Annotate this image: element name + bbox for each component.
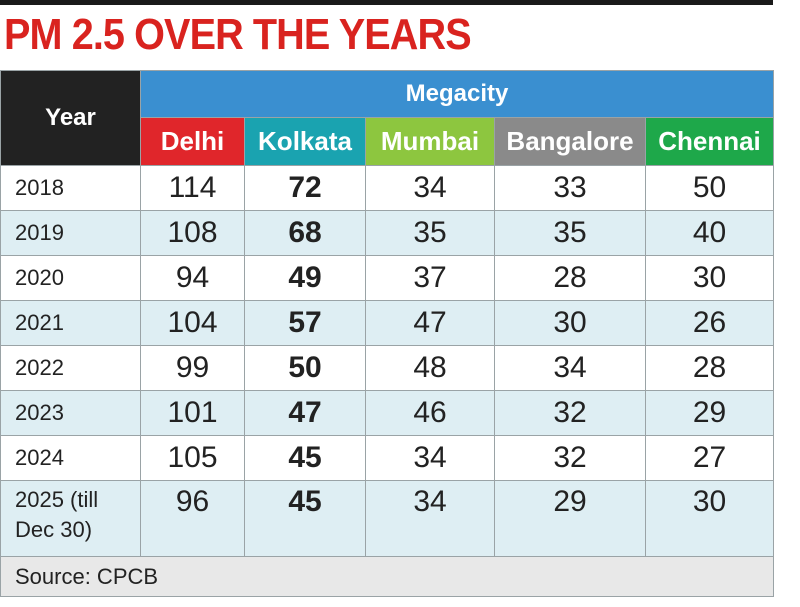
- value-cell: 57: [244, 300, 366, 346]
- city-header: Bangalore: [494, 117, 646, 166]
- year-cell: 2018: [0, 165, 141, 211]
- table-row: 2025 (till Dec 30) 96 45 34 29 30: [0, 480, 775, 557]
- value-cell: 99: [140, 345, 245, 391]
- value-cell: 27: [644, 435, 775, 481]
- value-cell: 30: [644, 480, 775, 557]
- table-row: 2023 101 47 46 32 29: [0, 390, 775, 436]
- year-cell: 2025 (till Dec 30): [0, 480, 141, 557]
- year-header: Year: [0, 70, 141, 166]
- value-cell: 45: [244, 480, 366, 557]
- city-header: Delhi: [140, 117, 245, 166]
- value-cell: 96: [140, 480, 245, 557]
- year-cell: 2021: [0, 300, 141, 346]
- value-cell: 105: [140, 435, 245, 481]
- value-cell: 34: [365, 480, 495, 557]
- table-row: 2019 108 68 35 35 40: [0, 210, 775, 256]
- city-header: Kolkata: [244, 117, 366, 166]
- value-cell: 34: [365, 435, 495, 481]
- source: Source: CPCB: [0, 556, 775, 597]
- value-cell: 29: [494, 480, 646, 557]
- pm-table: Year Megacity Delhi Kolkata Mumbai Bangalor…: [0, 70, 775, 597]
- table-row: 2024 105 45 34 32 27: [0, 435, 775, 481]
- value-cell: 33: [494, 165, 646, 211]
- value-cell: 94: [140, 255, 245, 301]
- city-header: Chennai: [644, 117, 775, 166]
- value-cell: 49: [244, 255, 366, 301]
- table-row: 2018 114 72 34 33 50: [0, 165, 775, 211]
- value-cell: 40: [644, 210, 775, 256]
- title: PM 2.5 OVER THE YEARS: [4, 10, 472, 59]
- table-row: 2022 99 50 48 34 28: [0, 345, 775, 391]
- year-cell: 2020: [0, 255, 141, 301]
- value-cell: 108: [140, 210, 245, 256]
- value-cell: 28: [644, 345, 775, 391]
- year-cell: 2022: [0, 345, 141, 391]
- value-cell: 34: [365, 165, 495, 211]
- value-cell: 32: [494, 435, 646, 481]
- value-cell: 68: [244, 210, 366, 256]
- value-cell: 45: [244, 435, 366, 481]
- value-cell: 114: [140, 165, 245, 211]
- value-cell: 50: [244, 345, 366, 391]
- value-cell: 34: [494, 345, 646, 391]
- year-cell: 2019: [0, 210, 141, 256]
- year-cell: 2024: [0, 435, 141, 481]
- value-cell: 29: [644, 390, 775, 436]
- top-bar: [0, 0, 773, 5]
- city-header: Mumbai: [365, 117, 495, 166]
- value-cell: 47: [244, 390, 366, 436]
- value-cell: 30: [494, 300, 646, 346]
- value-cell: 32: [494, 390, 646, 436]
- value-cell: 101: [140, 390, 245, 436]
- value-cell: 48: [365, 345, 495, 391]
- value-cell: 50: [644, 165, 775, 211]
- year-cell: 2023: [0, 390, 141, 436]
- value-cell: 30: [644, 255, 775, 301]
- table-row: 2021 104 57 47 30 26: [0, 300, 775, 346]
- group-header: Megacity: [139, 70, 775, 118]
- value-cell: 72: [244, 165, 366, 211]
- source-row: Source: CPCB: [0, 556, 775, 597]
- value-cell: 47: [365, 300, 495, 346]
- value-cell: 35: [494, 210, 646, 256]
- value-cell: 28: [494, 255, 646, 301]
- value-cell: 104: [140, 300, 245, 346]
- value-cell: 46: [365, 390, 495, 436]
- value-cell: 35: [365, 210, 495, 256]
- value-cell: 37: [365, 255, 495, 301]
- table-row: 2020 94 49 37 28 30: [0, 255, 775, 301]
- value-cell: 26: [644, 300, 775, 346]
